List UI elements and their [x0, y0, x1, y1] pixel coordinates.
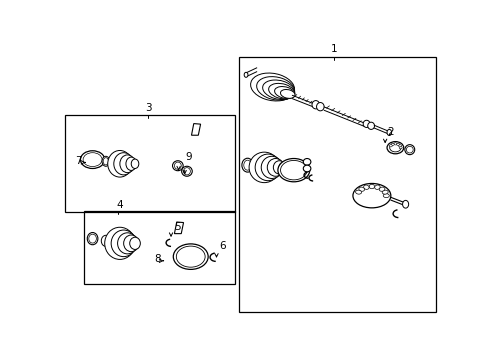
- Ellipse shape: [117, 233, 137, 254]
- Ellipse shape: [316, 103, 324, 111]
- Ellipse shape: [378, 187, 384, 191]
- Ellipse shape: [114, 153, 133, 175]
- Ellipse shape: [244, 160, 251, 170]
- Text: 4: 4: [116, 199, 122, 210]
- Ellipse shape: [262, 80, 294, 99]
- Ellipse shape: [131, 159, 139, 168]
- Ellipse shape: [368, 184, 374, 189]
- Ellipse shape: [87, 233, 98, 245]
- Ellipse shape: [250, 73, 294, 101]
- Ellipse shape: [402, 201, 408, 208]
- Ellipse shape: [181, 166, 192, 176]
- Ellipse shape: [277, 158, 309, 182]
- Ellipse shape: [363, 120, 369, 127]
- Ellipse shape: [101, 235, 110, 246]
- Ellipse shape: [398, 147, 401, 149]
- Ellipse shape: [280, 90, 294, 98]
- Ellipse shape: [303, 158, 310, 165]
- Ellipse shape: [172, 161, 183, 171]
- Ellipse shape: [393, 143, 396, 145]
- Ellipse shape: [102, 156, 109, 166]
- Ellipse shape: [242, 158, 253, 172]
- Ellipse shape: [358, 187, 364, 191]
- Ellipse shape: [396, 143, 399, 145]
- Ellipse shape: [352, 184, 390, 208]
- Ellipse shape: [398, 145, 401, 147]
- Ellipse shape: [248, 152, 279, 183]
- Ellipse shape: [382, 190, 387, 194]
- Text: 6: 6: [219, 241, 225, 251]
- Ellipse shape: [303, 165, 310, 172]
- Ellipse shape: [374, 185, 379, 189]
- Ellipse shape: [388, 145, 391, 147]
- Text: 2: 2: [386, 127, 392, 138]
- Ellipse shape: [268, 84, 294, 99]
- Polygon shape: [191, 123, 200, 135]
- Ellipse shape: [383, 194, 388, 198]
- Ellipse shape: [279, 162, 287, 172]
- Text: 7: 7: [75, 156, 82, 166]
- Text: 3: 3: [144, 103, 151, 113]
- Ellipse shape: [104, 227, 135, 260]
- Polygon shape: [174, 222, 183, 234]
- Ellipse shape: [261, 156, 282, 179]
- Ellipse shape: [363, 185, 368, 189]
- Ellipse shape: [274, 86, 294, 99]
- Ellipse shape: [267, 158, 284, 176]
- Ellipse shape: [280, 161, 306, 180]
- Ellipse shape: [355, 190, 361, 194]
- Ellipse shape: [173, 244, 208, 269]
- Ellipse shape: [404, 145, 414, 155]
- Text: 1: 1: [330, 44, 337, 54]
- Ellipse shape: [255, 154, 280, 181]
- Ellipse shape: [386, 129, 391, 135]
- Ellipse shape: [129, 237, 140, 249]
- Ellipse shape: [367, 122, 374, 129]
- Ellipse shape: [107, 150, 132, 177]
- Text: 5: 5: [174, 222, 180, 232]
- Ellipse shape: [311, 100, 319, 109]
- Ellipse shape: [273, 161, 285, 174]
- Ellipse shape: [120, 155, 135, 173]
- Ellipse shape: [126, 157, 136, 170]
- Ellipse shape: [390, 143, 393, 145]
- Text: 8: 8: [154, 255, 161, 264]
- Ellipse shape: [111, 230, 136, 257]
- Ellipse shape: [123, 235, 139, 252]
- Text: 9: 9: [185, 152, 192, 162]
- Ellipse shape: [81, 151, 104, 168]
- Ellipse shape: [386, 141, 403, 154]
- Ellipse shape: [256, 77, 294, 100]
- Ellipse shape: [103, 158, 108, 165]
- Ellipse shape: [244, 72, 247, 77]
